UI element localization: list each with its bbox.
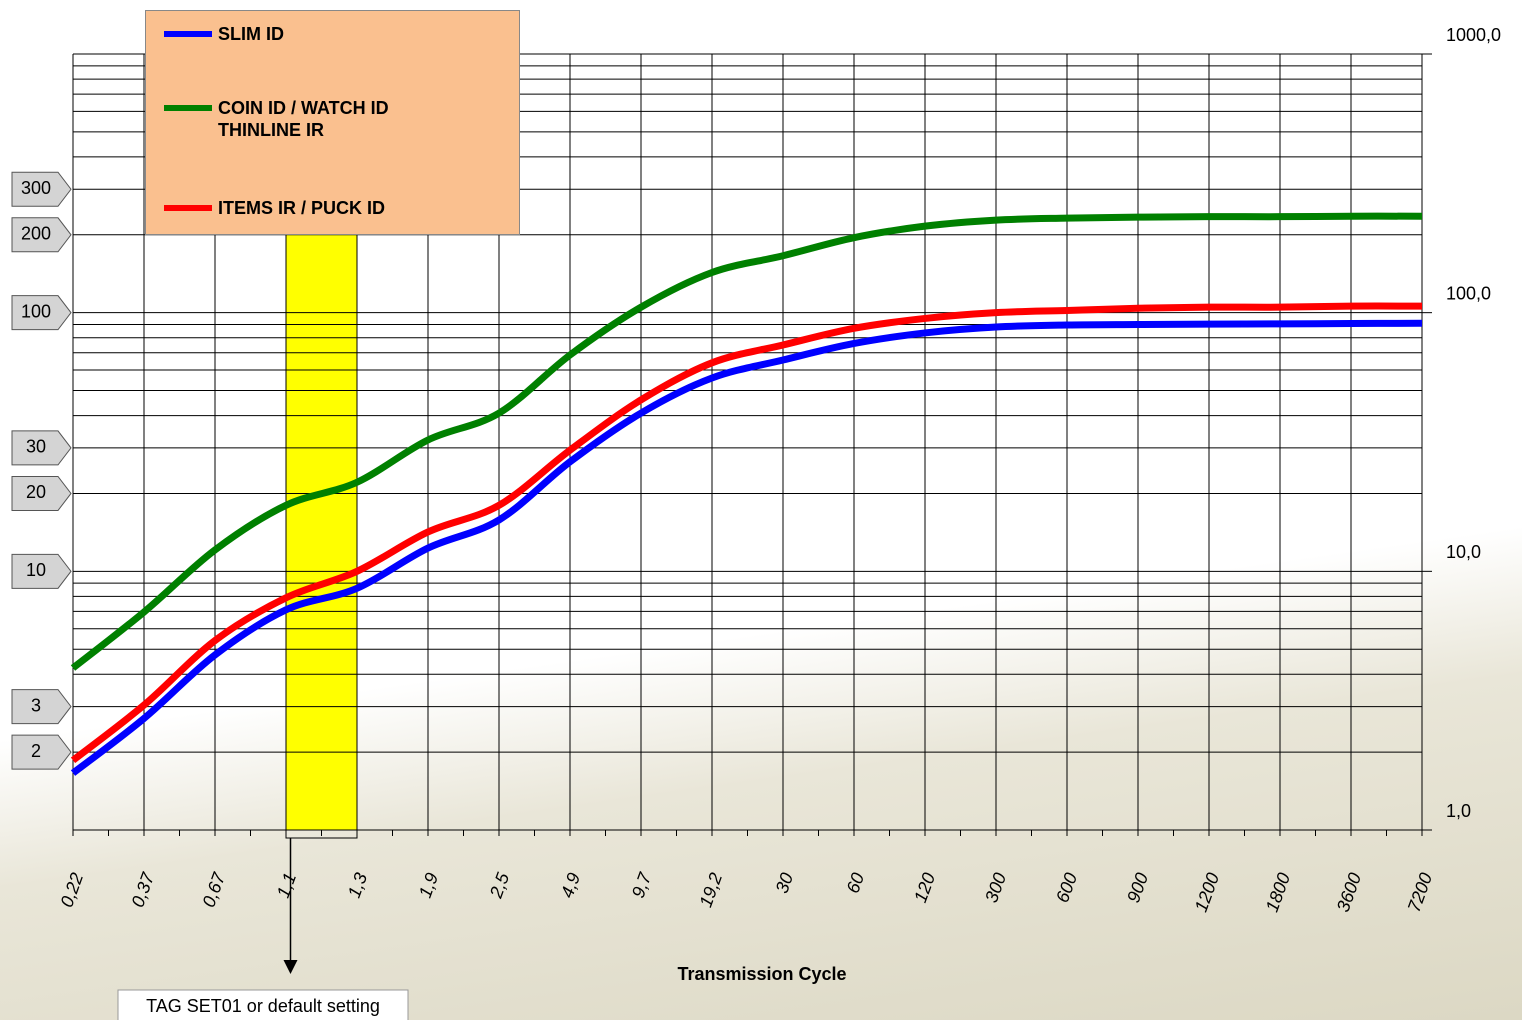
highlight-label: TAG SET01 or default setting — [146, 996, 380, 1016]
legend-label: COIN ID / WATCH ID THINLINE IR — [218, 98, 389, 140]
y-tick-label: 10,0 — [1446, 542, 1481, 562]
y-tick-label: 100,0 — [1446, 283, 1491, 303]
x-axis-title: Transmission Cycle — [677, 964, 846, 984]
marker-label: 3 — [31, 695, 41, 715]
x-tick-label: 1200 — [1191, 870, 1223, 914]
x-tick-label: 0,22 — [56, 870, 87, 910]
marker-label: 10 — [26, 560, 46, 580]
marker-label: 200 — [21, 224, 51, 244]
x-tick-label: 0,37 — [127, 869, 158, 910]
series-line — [70, 302, 1423, 764]
legend-entry: SLIM ID — [164, 23, 284, 45]
x-tick-label: 300 — [981, 870, 1010, 905]
legend: SLIM ID COIN ID / WATCH ID THINLINE IR ITE… — [145, 10, 520, 235]
x-tick-label: 60 — [843, 870, 869, 896]
highlight-bracket — [285, 828, 358, 839]
marker-arrow — [11, 430, 72, 466]
marker-label: 300 — [21, 178, 51, 198]
legend-label: SLIM ID — [218, 24, 284, 44]
marker-label: 30 — [26, 437, 46, 457]
marker-arrow — [11, 171, 72, 207]
x-tick-label: 600 — [1052, 870, 1081, 905]
marker-arrow — [11, 475, 72, 511]
legend-entry: COIN ID / WATCH ID THINLINE IR — [164, 97, 389, 141]
legend-swatch — [164, 31, 212, 37]
arrow-head — [283, 960, 298, 974]
marker-arrow — [11, 734, 72, 770]
x-tick-label: 30 — [772, 870, 798, 896]
legend-swatch — [164, 205, 212, 211]
series-line — [70, 212, 1423, 671]
legend-label: ITEMS IR / PUCK ID — [218, 198, 386, 218]
x-tick-label: 1,1 — [273, 870, 300, 900]
x-tick-label: 120 — [910, 870, 939, 905]
legend-swatch — [164, 105, 212, 111]
highlight-box — [117, 989, 409, 1020]
y-tick-label: 1000,0 — [1446, 25, 1501, 45]
marker-arrow — [11, 689, 72, 725]
legend-entry: ITEMS IR / PUCK ID — [164, 197, 385, 219]
x-tick-label: 1,9 — [415, 870, 442, 900]
marker-label: 2 — [31, 741, 41, 761]
x-tick-label: 2,5 — [486, 869, 514, 901]
x-tick-label: 9,7 — [628, 869, 656, 900]
marker-label: 100 — [21, 301, 51, 321]
x-tick-label: 4,9 — [557, 870, 584, 900]
x-tick-label: 7200 — [1404, 870, 1436, 914]
x-tick-label: 1,3 — [344, 870, 371, 900]
highlight-band — [286, 228, 357, 830]
marker-arrow — [11, 553, 72, 589]
x-tick-label: 900 — [1123, 870, 1152, 905]
x-tick-label: 3600 — [1333, 870, 1365, 914]
series-line — [70, 319, 1423, 776]
x-tick-label: 19,2 — [695, 870, 726, 910]
x-tick-label: 0,67 — [198, 869, 229, 910]
y-tick-label: 1,0 — [1446, 801, 1471, 821]
x-tick-label: 1800 — [1262, 870, 1294, 914]
marker-label: 20 — [26, 482, 46, 502]
marker-arrow — [11, 295, 72, 331]
marker-arrow — [11, 217, 72, 253]
